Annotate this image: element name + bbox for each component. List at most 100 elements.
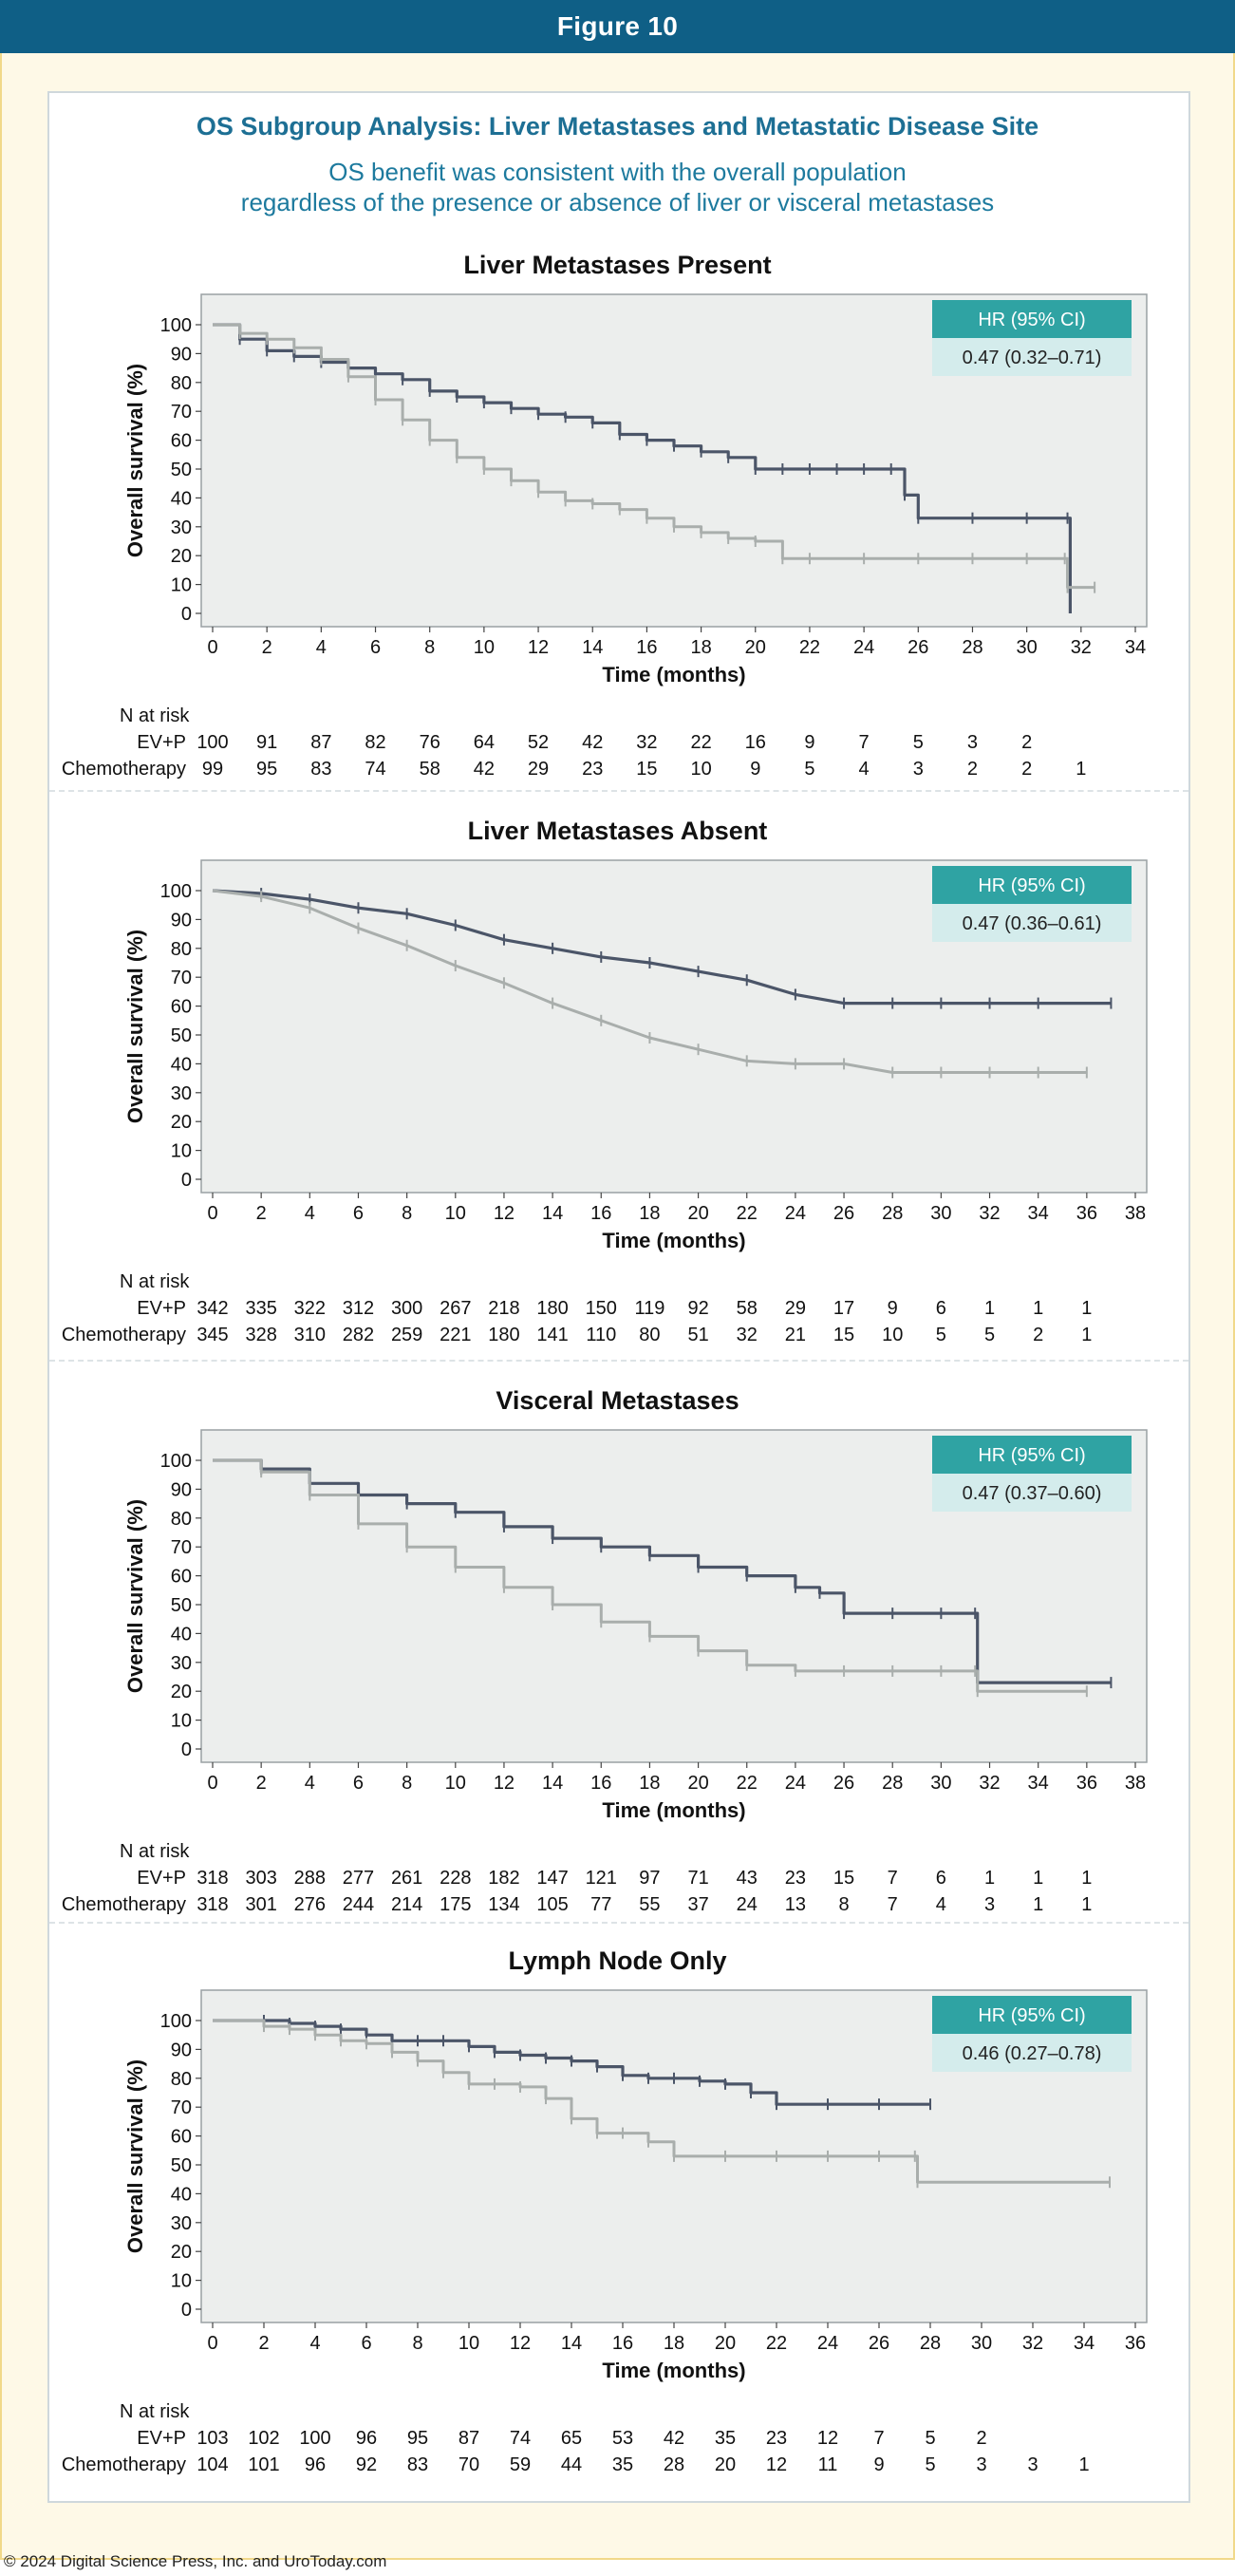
y-tick-label: 40 bbox=[171, 2184, 192, 2205]
risk-count: 5 bbox=[925, 2454, 935, 2475]
x-tick-label: 18 bbox=[690, 637, 711, 658]
x-tick-label: 22 bbox=[799, 637, 820, 658]
risk-count: 4 bbox=[859, 759, 870, 780]
risk-count: 110 bbox=[586, 1325, 616, 1345]
x-tick-label: 2 bbox=[258, 2333, 269, 2354]
x-tick-label: 24 bbox=[853, 637, 874, 658]
y-tick-label: 50 bbox=[171, 460, 192, 480]
x-tick-label: 12 bbox=[510, 2333, 531, 2354]
x-tick-label: 22 bbox=[737, 1203, 758, 1224]
risk-count: 1 bbox=[1081, 1325, 1092, 1345]
risk-count: 29 bbox=[528, 759, 549, 780]
x-tick-label: 30 bbox=[971, 2333, 992, 2354]
risk-count: 150 bbox=[586, 1298, 617, 1319]
risk-count: 2 bbox=[976, 2428, 986, 2449]
x-tick-label: 16 bbox=[612, 2333, 633, 2354]
hr-value-box bbox=[932, 2034, 1132, 2072]
x-tick-label: 10 bbox=[458, 2333, 479, 2354]
risk-count: 74 bbox=[365, 759, 385, 780]
y-axis-title: Overall survival (%) bbox=[123, 2059, 147, 2253]
x-tick-label: 34 bbox=[1125, 637, 1146, 658]
x-tick-label: 16 bbox=[590, 1773, 611, 1794]
risk-count: 83 bbox=[310, 759, 331, 780]
x-tick-label: 16 bbox=[590, 1203, 611, 1224]
x-tick-label: 6 bbox=[353, 1203, 364, 1224]
risk-count: 6 bbox=[936, 1868, 946, 1889]
x-tick-label: 14 bbox=[542, 1773, 563, 1794]
x-axis-title: Time (months) bbox=[602, 1798, 745, 1822]
y-tick-label: 0 bbox=[181, 1170, 192, 1191]
risk-table-label: N at risk bbox=[120, 2401, 190, 2422]
risk-count: 277 bbox=[343, 1868, 374, 1889]
x-tick-label: 8 bbox=[412, 2333, 422, 2354]
risk-count: 10 bbox=[882, 1325, 903, 1345]
risk-count: 180 bbox=[488, 1325, 519, 1345]
x-tick-label: 38 bbox=[1125, 1203, 1146, 1224]
x-tick-label: 16 bbox=[636, 637, 657, 658]
hr-value-box bbox=[932, 904, 1132, 942]
x-tick-label: 24 bbox=[817, 2333, 838, 2354]
y-tick-label: 0 bbox=[181, 2300, 192, 2321]
x-tick-label: 12 bbox=[528, 637, 549, 658]
y-tick-label: 90 bbox=[171, 910, 192, 931]
risk-count: 9 bbox=[804, 732, 814, 753]
risk-count: 70 bbox=[458, 2454, 479, 2475]
risk-count: 13 bbox=[785, 1894, 806, 1915]
hr-header-label: HR (95% CI) bbox=[978, 2005, 1085, 2026]
risk-count: 312 bbox=[343, 1298, 374, 1319]
risk-count: 100 bbox=[196, 732, 228, 753]
risk-count: 134 bbox=[488, 1894, 519, 1915]
risk-count: 1 bbox=[984, 1868, 995, 1889]
risk-count: 141 bbox=[536, 1325, 568, 1345]
risk-count: 121 bbox=[586, 1868, 617, 1889]
y-axis-title: Overall survival (%) bbox=[123, 930, 147, 1123]
risk-table-label: N at risk bbox=[120, 1841, 190, 1862]
risk-table-label: N at risk bbox=[120, 705, 190, 726]
risk-count: 2 bbox=[1021, 759, 1032, 780]
risk-count: 2 bbox=[967, 759, 978, 780]
x-tick-label: 0 bbox=[207, 637, 217, 658]
y-tick-label: 10 bbox=[171, 2271, 192, 2292]
risk-count: 97 bbox=[639, 1868, 660, 1889]
risk-count: 12 bbox=[766, 2454, 787, 2475]
risk-count: 52 bbox=[528, 732, 549, 753]
y-tick-label: 20 bbox=[171, 546, 192, 567]
y-tick-label: 20 bbox=[171, 1112, 192, 1133]
risk-count: 7 bbox=[888, 1868, 898, 1889]
x-tick-label: 32 bbox=[1071, 637, 1092, 658]
risk-count: 92 bbox=[356, 2454, 377, 2475]
risk-count: 77 bbox=[590, 1894, 611, 1915]
risk-count: 3 bbox=[967, 732, 978, 753]
risk-count: 87 bbox=[310, 732, 331, 753]
panel-separator bbox=[49, 1360, 1188, 1362]
y-tick-label: 20 bbox=[171, 1682, 192, 1702]
x-tick-label: 34 bbox=[1028, 1203, 1049, 1224]
risk-count: 175 bbox=[440, 1894, 471, 1915]
risk-count: 42 bbox=[664, 2428, 684, 2449]
x-tick-label: 10 bbox=[445, 1203, 466, 1224]
risk-count: 7 bbox=[888, 1894, 898, 1915]
subtitle-line-2: regardless of the presence or absence of… bbox=[240, 188, 995, 216]
x-tick-label: 2 bbox=[256, 1203, 267, 1224]
x-tick-label: 4 bbox=[316, 637, 327, 658]
risk-count: 261 bbox=[391, 1868, 422, 1889]
risk-count: 29 bbox=[785, 1298, 806, 1319]
y-tick-label: 70 bbox=[171, 1537, 192, 1558]
risk-count: 10 bbox=[690, 759, 711, 780]
risk-count: 7 bbox=[859, 732, 870, 753]
risk-count: 322 bbox=[294, 1298, 326, 1319]
panel-separator bbox=[49, 790, 1188, 792]
y-tick-label: 80 bbox=[171, 1509, 192, 1530]
copyright-footer: © 2024 Digital Science Press, Inc. and U… bbox=[4, 2552, 387, 2570]
risk-row-label: EV+P bbox=[137, 1868, 186, 1889]
hr-header-label: HR (95% CI) bbox=[978, 875, 1085, 896]
x-axis-title: Time (months) bbox=[602, 2359, 745, 2382]
x-axis-title: Time (months) bbox=[602, 1229, 745, 1252]
risk-count: 244 bbox=[343, 1894, 374, 1915]
x-tick-label: 30 bbox=[930, 1773, 951, 1794]
x-tick-label: 28 bbox=[920, 2333, 941, 2354]
risk-count: 80 bbox=[639, 1325, 660, 1345]
x-tick-label: 28 bbox=[962, 637, 982, 658]
x-tick-label: 12 bbox=[494, 1203, 515, 1224]
y-tick-label: 30 bbox=[171, 2213, 192, 2234]
